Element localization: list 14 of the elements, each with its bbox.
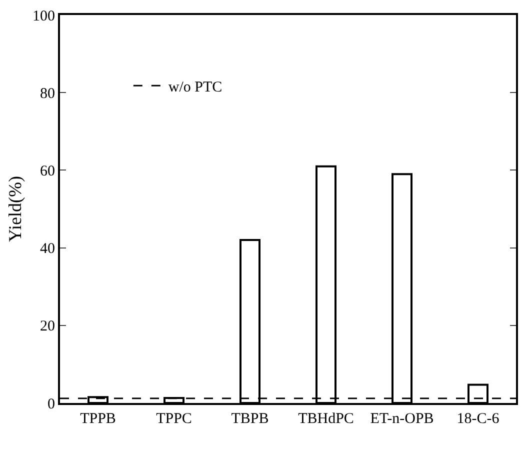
y-axis-title: Yield(%): [5, 176, 26, 242]
x-tick-label: ET-n-OPB: [370, 411, 434, 427]
y-tick-label: 60: [40, 163, 55, 180]
x-tick-label: TPPC: [156, 411, 192, 427]
legend-label: w/o PTC: [168, 79, 222, 96]
x-tick-label: TPPB: [80, 411, 116, 427]
y-tick-label: 40: [40, 241, 55, 258]
x-tick-label: TBPB: [231, 411, 269, 427]
y-tick-label: 0: [48, 396, 55, 412]
y-tick-label: 100: [32, 8, 55, 24]
x-tick-label: TBHdPC: [298, 411, 354, 427]
y-tick-label: 20: [40, 318, 55, 335]
y-tick-label: 80: [40, 86, 55, 102]
x-tick-label: 18-C-6: [456, 411, 500, 427]
